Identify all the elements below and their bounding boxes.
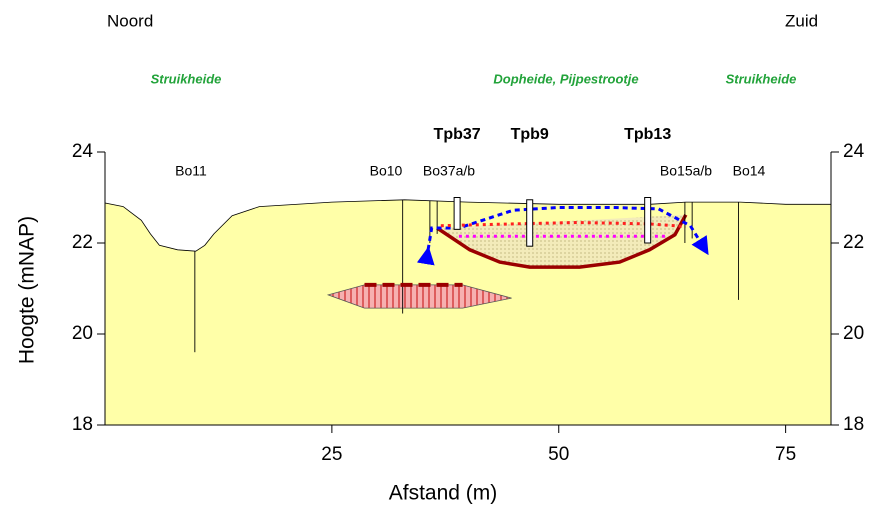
piezometer: [645, 198, 651, 244]
borehole-label: Bo11: [175, 163, 207, 179]
y-tick-label: 18: [72, 414, 93, 435]
vegetation-label: Struikheide: [726, 71, 797, 86]
borehole-label: Bo10: [370, 163, 403, 179]
y-tick-label: 20: [72, 323, 93, 344]
corner-label: Noord: [107, 11, 153, 30]
vegetation-label: Dopheide, Pijpestrootje: [493, 71, 638, 86]
y-tick-label: 24: [72, 141, 94, 162]
y2-tick-label: 18: [843, 414, 864, 435]
piezometer-label: Tpb37: [434, 126, 481, 143]
x-tick-label: 75: [775, 444, 796, 465]
chart: Noord Zuid Afstand (m) Hoogte (mNAP) Bo1…: [0, 0, 885, 518]
x-tick-label: 50: [548, 444, 569, 465]
piezometer-label: Tpb13: [624, 126, 671, 143]
corner-label: Zuid: [785, 11, 818, 30]
borehole-label: Bo37a/b: [423, 163, 475, 179]
y2-tick-label: 22: [843, 232, 864, 253]
vegetation-label: Struikheide: [151, 71, 222, 86]
y-axis-title: Hoogte (mNAP): [16, 216, 39, 364]
borehole-label: Bo15a/b: [660, 163, 712, 179]
piezometer: [527, 200, 533, 246]
piezometer: [454, 198, 460, 230]
x-tick-label: 25: [321, 444, 342, 465]
piezometer-label: Tpb9: [511, 126, 549, 143]
y2-tick-label: 24: [843, 141, 865, 162]
x-axis-title: Afstand (m): [389, 482, 498, 505]
y2-tick-label: 20: [843, 323, 864, 344]
borehole-label: Bo14: [733, 163, 766, 179]
y-tick-label: 22: [72, 232, 93, 253]
